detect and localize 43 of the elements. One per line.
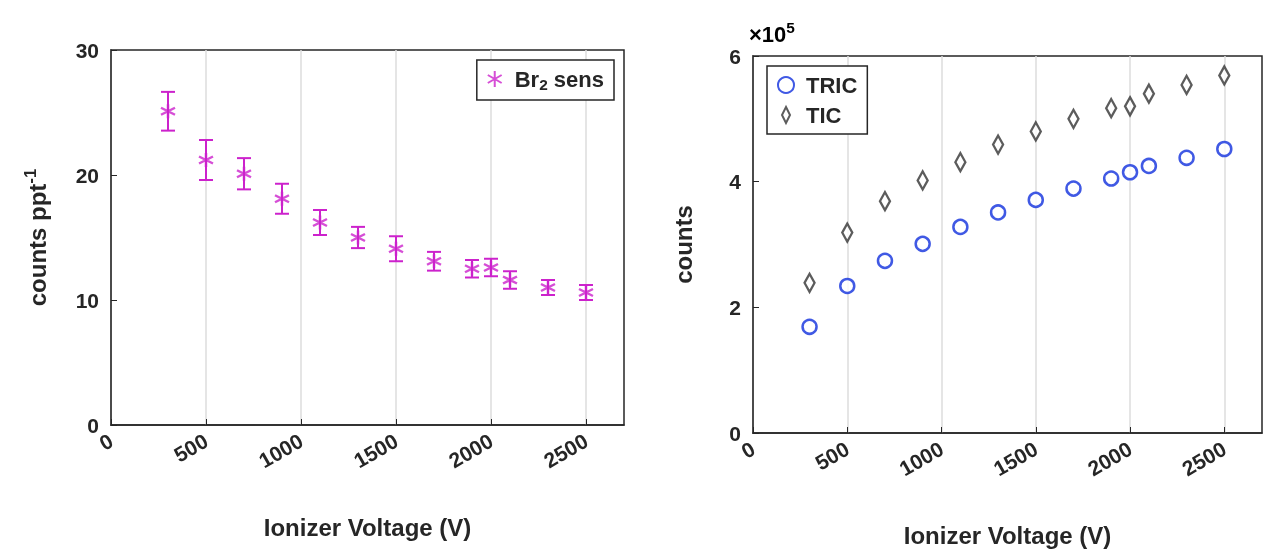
x-tick-label: 2000: [444, 429, 497, 473]
x-tick-label: 1500: [349, 429, 402, 473]
point: [1027, 191, 1045, 209]
y-axis-title: counts: [669, 205, 697, 284]
x-tick-label: 1500: [989, 437, 1042, 481]
x-axis-title: Ionizer Voltage (V): [903, 521, 1112, 549]
point: [839, 277, 856, 295]
point: [1178, 149, 1195, 167]
point: [197, 151, 215, 169]
y-tick-label: 0: [87, 413, 99, 437]
point: [1140, 157, 1158, 175]
point: [1216, 140, 1233, 158]
y-tick-label: 30: [75, 38, 99, 62]
point: [1121, 163, 1139, 181]
y-axis-title: counts ppt-1: [20, 168, 51, 307]
point: [159, 103, 177, 120]
y-tick-label: 2: [729, 295, 741, 319]
legend-label: TIC: [806, 102, 842, 128]
x-axis-title: Ionizer Voltage (V): [263, 513, 472, 541]
x-tick-label: 500: [169, 429, 212, 467]
point: [387, 240, 405, 257]
point: [1065, 180, 1082, 197]
x-tick-label: 2500: [539, 429, 592, 473]
point: [273, 190, 291, 207]
y-tick-label: 6: [729, 44, 741, 68]
legend-label: TRIC: [806, 72, 858, 98]
point: [876, 252, 894, 270]
point: [989, 204, 1007, 221]
x-tick-label: 2500: [1178, 437, 1231, 481]
y-tick-label: 10: [75, 288, 99, 312]
point: [1102, 170, 1120, 187]
point: [311, 214, 329, 231]
x-tick-label: 2000: [1083, 437, 1136, 481]
y-tick-label: 4: [729, 170, 742, 194]
point: [235, 165, 253, 182]
point: [349, 229, 367, 246]
x-tick-label: 1000: [895, 437, 948, 481]
x-tick-label: 1000: [254, 429, 307, 473]
point: [801, 318, 818, 336]
x-tick-label: 500: [811, 437, 854, 475]
point: [952, 218, 969, 236]
point: [914, 235, 931, 253]
y-tick-label: 20: [75, 163, 99, 187]
